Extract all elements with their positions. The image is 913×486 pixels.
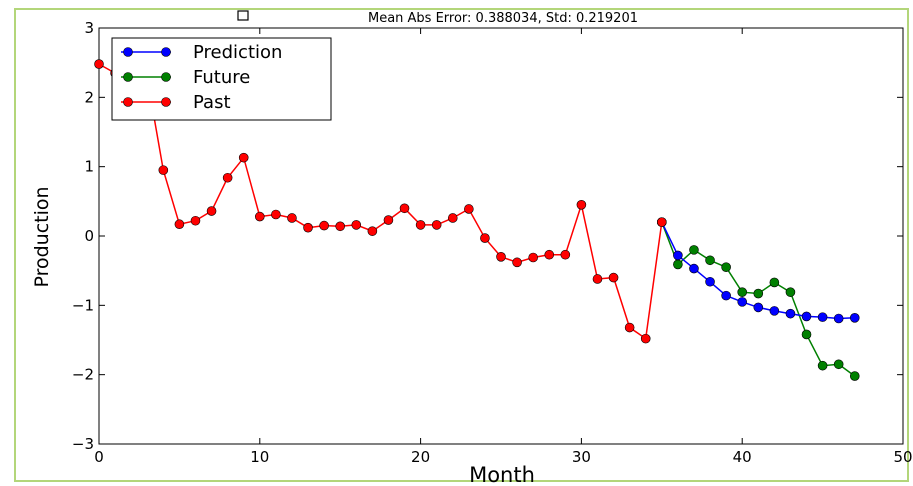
past-point [656, 217, 667, 227]
x-tick-label: 20 [411, 448, 430, 466]
prediction-point [753, 302, 764, 313]
x-tick-label: 10 [250, 448, 269, 466]
future-point [801, 329, 812, 340]
past-point [303, 222, 313, 233]
y-tick-label: 0 [84, 227, 94, 245]
chart-title: Mean Abs Error: 0.388034, Std: 0.219201 [368, 11, 638, 26]
y-tick-label: 2 [84, 88, 94, 106]
x-tick-label: 40 [733, 448, 752, 466]
past-point [319, 220, 329, 231]
future-point [721, 262, 731, 273]
past-point [254, 211, 265, 222]
y-tick-label: 3 [84, 19, 94, 37]
x-tick-label: 0 [94, 448, 104, 466]
prediction-point [673, 250, 683, 261]
legend-past-marker [161, 97, 171, 107]
future-point [673, 259, 683, 270]
y-tick-label: −1 [72, 296, 94, 314]
prediction-point [769, 306, 780, 316]
past-point [544, 249, 555, 260]
y-tick-label: −2 [72, 366, 94, 384]
past-point [287, 213, 297, 223]
legend-prediction-marker [161, 47, 171, 57]
prediction-point [689, 263, 699, 274]
past-point [335, 221, 346, 232]
prediction-point [705, 276, 715, 287]
past-point [624, 322, 635, 333]
past-point [271, 209, 281, 220]
window-box-icon [237, 10, 249, 21]
past-point [222, 172, 233, 183]
past-point [431, 220, 442, 230]
future-point [705, 255, 715, 266]
legend-future-marker [123, 72, 133, 82]
past-point [367, 226, 378, 236]
y-axis-label: Production [31, 186, 53, 287]
prediction-point [849, 313, 860, 323]
prediction-point [801, 311, 812, 322]
y-tick-label: 1 [84, 158, 94, 176]
future-point [817, 360, 828, 371]
past-point [576, 200, 587, 210]
y-tick-label: −3 [72, 435, 94, 453]
past-point [512, 257, 522, 268]
image-frame [14, 8, 909, 482]
prediction-point [817, 312, 828, 322]
past-point [158, 165, 169, 175]
prediction-point [721, 290, 731, 301]
past-point [190, 215, 201, 226]
prediction-point [833, 313, 844, 324]
prediction-point [737, 297, 748, 307]
past-point [560, 249, 571, 260]
legend-future-label: Future [193, 67, 250, 88]
legend-past-label: Past [193, 92, 231, 113]
past-point [608, 272, 619, 283]
legend-past-marker [123, 97, 133, 107]
past-point [496, 251, 506, 262]
legend: Prediction Future Past [111, 37, 332, 121]
x-axis-label: Month [469, 463, 535, 486]
future-point [689, 245, 699, 255]
legend-future-marker [161, 72, 171, 82]
past-point [528, 252, 538, 263]
past-point [640, 333, 651, 344]
x-tick-label: 50 [893, 448, 912, 466]
x-tick-label: 30 [572, 448, 591, 466]
past-point [383, 215, 394, 225]
past-point [206, 206, 217, 216]
past-point [415, 220, 426, 230]
past-point [464, 204, 474, 214]
past-point [351, 220, 362, 230]
future-point [737, 287, 748, 297]
legend-prediction-label: Prediction [193, 42, 282, 63]
future-point [753, 288, 764, 299]
legend-prediction-marker [123, 47, 133, 57]
past-point [399, 203, 410, 214]
future-point [849, 371, 860, 381]
past-point [592, 274, 603, 284]
past-point [94, 59, 104, 69]
past-point [238, 152, 249, 163]
past-point [174, 219, 185, 230]
past-point [447, 213, 458, 223]
past-point [480, 233, 490, 243]
future-point [833, 359, 844, 370]
prediction-point [785, 308, 796, 319]
future-point [785, 287, 796, 297]
future-point [769, 277, 780, 288]
axis-ticks: 0 10 20 30 40 50 −3 −2 −1 0 1 2 3 [72, 19, 913, 466]
